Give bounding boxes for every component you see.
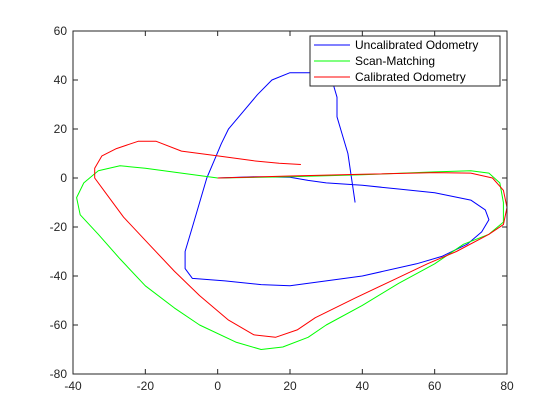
- y-tick-label: 40: [54, 73, 68, 87]
- x-tick-label: -20: [137, 379, 155, 393]
- y-tick-label: -80: [50, 367, 68, 381]
- series-line-uncalibrated-odometry: [184, 72, 490, 287]
- y-tick-label: 20: [54, 122, 68, 136]
- y-tick-label: -60: [50, 318, 68, 332]
- y-tick-label: 60: [54, 24, 68, 38]
- x-tick-label: 40: [356, 379, 370, 393]
- series-layer: [76, 72, 508, 350]
- x-tick-label: 80: [500, 379, 514, 393]
- ticks-layer: -40 -20 0 20 40 60 80 60 40 20 0 -20 -40 -60 -80: [50, 24, 514, 393]
- series-line-calibrated-odometry: [94, 140, 508, 338]
- y-tick-label: -40: [50, 269, 68, 283]
- legend-label-uncalibrated: Uncalibrated Odometry: [355, 38, 478, 52]
- y-tick-label: -20: [50, 220, 68, 234]
- x-tick-label: 0: [214, 379, 221, 393]
- x-tick-label: 60: [428, 379, 442, 393]
- series-line-scan-matching: [76, 165, 504, 350]
- x-tick-label: -40: [64, 379, 82, 393]
- legend-label-scan-matching: Scan-Matching: [355, 54, 435, 68]
- legend: Uncalibrated Odometry Scan-Matching Cali…: [309, 35, 501, 87]
- legend-label-calibrated: Calibrated Odometry: [355, 70, 466, 84]
- x-tick-label: 20: [283, 379, 297, 393]
- y-tick-label: 0: [60, 171, 67, 185]
